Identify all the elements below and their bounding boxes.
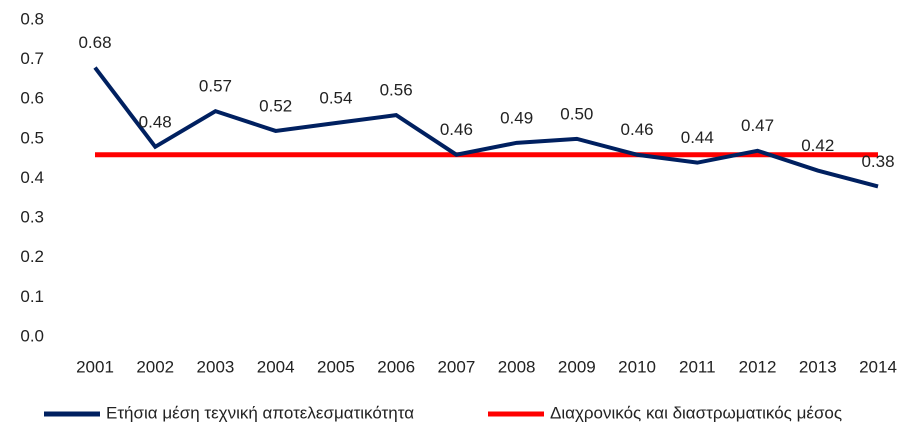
x-tick-label: 2008	[498, 357, 536, 376]
x-tick-label: 2002	[136, 357, 174, 376]
data-label: 0.52	[259, 96, 292, 115]
data-label: 0.54	[319, 89, 352, 108]
data-label: 0.48	[139, 112, 172, 131]
data-label: 0.44	[681, 128, 714, 147]
x-tick-label: 2005	[317, 357, 355, 376]
x-tick-label: 2003	[197, 357, 235, 376]
data-label: 0.68	[78, 33, 111, 52]
y-tick-label: 0.4	[20, 168, 44, 187]
legend-label: Ετήσια μέση τεχνική αποτελεσματικότητα	[106, 403, 414, 422]
y-tick-label: 0.2	[20, 247, 44, 266]
data-label: 0.46	[440, 120, 473, 139]
data-label: 0.42	[801, 136, 834, 155]
series-line	[93, 66, 879, 189]
x-tick-label: 2011	[679, 357, 716, 376]
y-tick-label: 0.1	[20, 287, 44, 306]
y-tick-label: 0.6	[20, 89, 44, 108]
y-tick-label: 0.3	[20, 208, 44, 227]
x-tick-label: 2010	[618, 357, 656, 376]
x-tick-label: 2012	[739, 357, 777, 376]
legend-label: Διαχρονικός και διαστρωματικός μέσος	[550, 403, 842, 422]
x-tick-label: 2006	[377, 357, 415, 376]
x-tick-label: 2013	[799, 357, 837, 376]
data-label: 0.46	[621, 120, 654, 139]
y-tick-label: 0.5	[20, 128, 44, 147]
y-tick-label: 0.7	[20, 49, 44, 68]
x-tick-label: 2007	[437, 357, 475, 376]
data-label: 0.57	[199, 77, 232, 96]
x-tick-label: 2009	[558, 357, 596, 376]
data-label: 0.49	[500, 108, 533, 127]
x-tick-label: 2014	[859, 357, 897, 376]
x-tick-label: 2004	[257, 357, 295, 376]
data-label: 0.56	[380, 81, 413, 100]
data-label: 0.50	[560, 104, 593, 123]
data-label: 0.47	[741, 116, 774, 135]
y-tick-label: 0.0	[20, 326, 44, 345]
y-tick-label: 0.8	[20, 9, 44, 28]
x-tick-label: 2001	[76, 357, 114, 376]
data-label: 0.38	[861, 152, 894, 171]
